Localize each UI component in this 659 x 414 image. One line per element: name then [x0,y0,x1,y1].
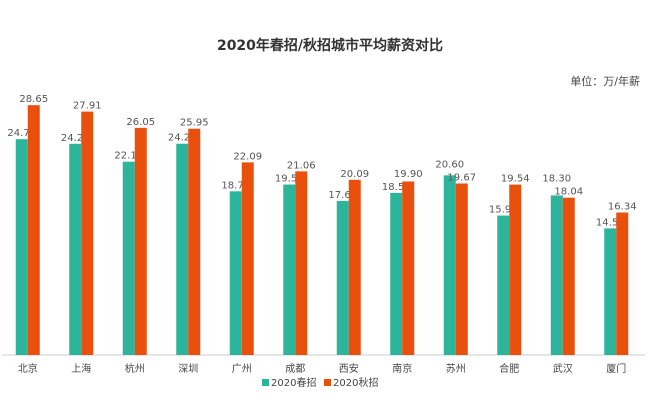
data-label: 22.17 [114,151,143,162]
data-label: 17.67 [328,190,357,201]
data-label: 24.75 [7,128,36,139]
bar-autumn [455,183,468,355]
data-label: 19.54 [501,174,530,185]
data-label: 25.95 [180,118,209,129]
data-label: 18.59 [382,182,411,193]
x-tick-label: 上海 [71,362,91,375]
bar-autumn [134,127,147,356]
bar-autumn [81,111,94,355]
x-tick-label: 厦门 [606,362,626,375]
data-label: 24.23 [168,133,197,144]
x-tick-label: 南京 [392,362,412,375]
data-label: 24.22 [61,133,90,144]
unit-label: 单位：万/年薪 [570,74,640,88]
bar-spring [550,195,563,355]
legend: 2020春招 2020秋招 [262,376,378,389]
bar-spring [229,191,242,355]
data-label: 19.90 [394,169,423,180]
data-label: 20.09 [340,169,369,180]
data-label: 19.67 [447,172,476,183]
bar-autumn [188,128,201,355]
bar-autumn [241,162,254,355]
data-label: 16.34 [608,202,637,213]
x-tick-label: 武汉 [553,362,573,375]
data-label: 18.77 [221,180,250,191]
legend-label: 2020秋招 [333,376,378,389]
x-tick-label: 北京 [18,362,38,375]
data-label: 27.91 [73,101,102,112]
x-tick-label: 西安 [339,362,359,375]
data-label: 19.55 [275,174,304,185]
data-label: 28.65 [19,94,48,105]
data-label: 15.99 [489,205,518,216]
x-tick-label: 合肥 [499,362,519,375]
bar-autumn [562,197,575,355]
bar-spring [390,192,403,355]
bar-spring [15,139,28,355]
bar-spring [336,200,349,355]
data-label: 14.52 [596,217,625,228]
bar-spring [122,161,135,355]
data-label: 18.04 [554,187,583,198]
bar-autumn [27,105,40,355]
data-label: 18.30 [542,174,571,185]
data-label: 22.09 [233,151,262,162]
data-label: 20.60 [435,159,464,170]
bar-spring [604,228,617,355]
x-tick-label: 深圳 [178,363,198,375]
bar-spring [283,184,296,355]
x-tick-label: 杭州 [125,362,145,375]
bar-spring [497,215,510,355]
data-label: 21.06 [287,160,316,171]
bar-autumn [348,179,361,355]
bar-spring [176,143,189,355]
bar-autumn [509,184,522,355]
bar-autumn [402,181,415,355]
x-tick-label: 成都 [285,363,305,375]
bar-autumn [295,171,308,355]
legend-label: 2020春招 [271,376,316,389]
chart-title: 2020年春招/秋招城市平均薪资对比 [217,37,443,54]
bar-autumn [616,212,629,355]
legend-swatch [262,379,269,386]
x-tick-label: 苏州 [446,362,466,375]
data-label: 26.05 [126,117,155,128]
x-tick-label: 广州 [232,363,252,375]
legend-swatch [324,379,331,386]
bar-spring [443,175,456,355]
bar-spring [69,143,82,355]
